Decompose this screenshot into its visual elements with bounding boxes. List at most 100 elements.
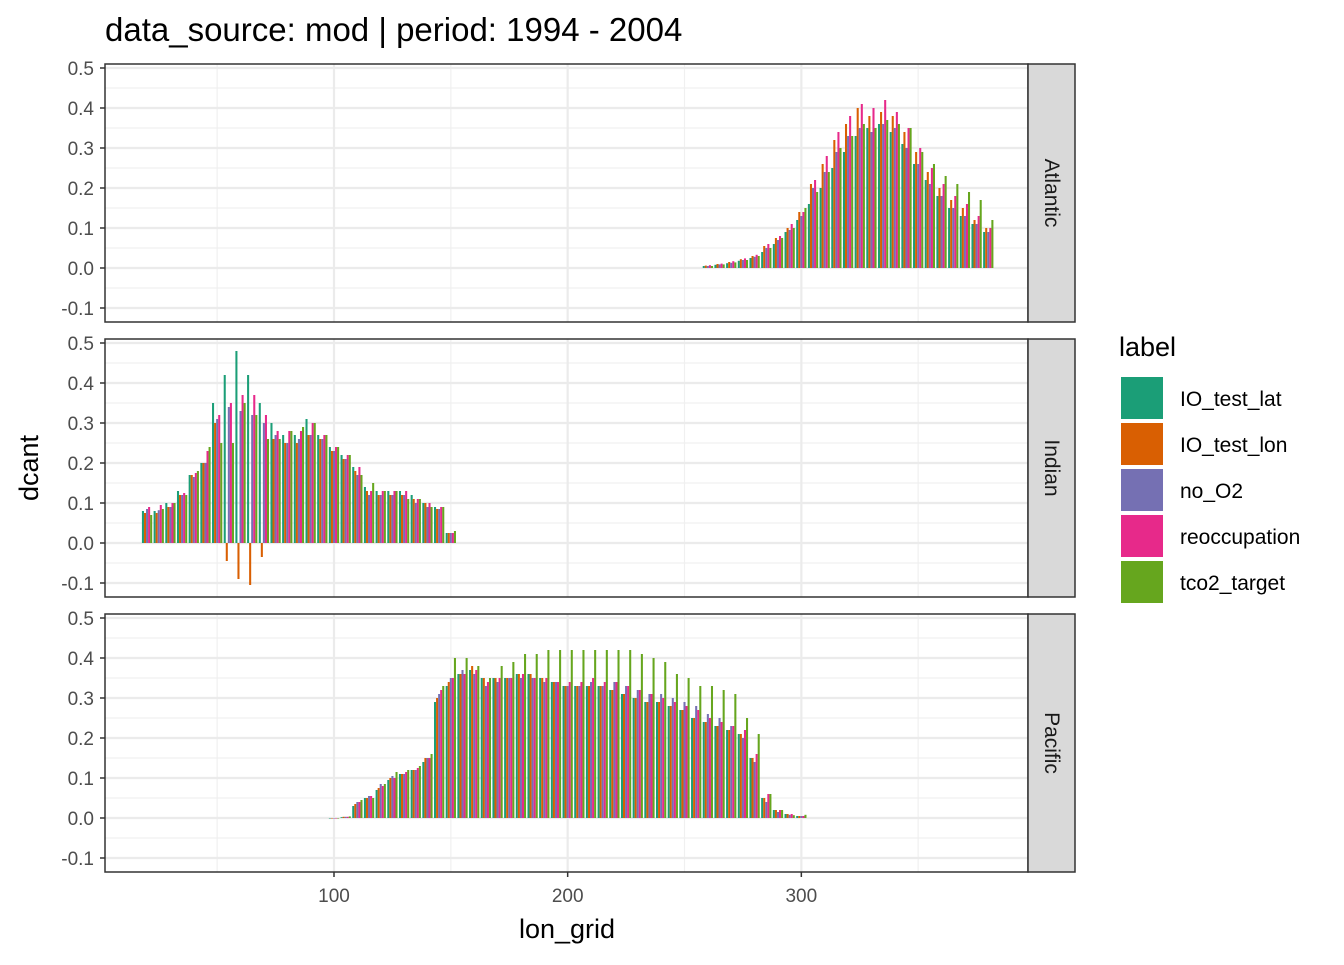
bar-reoccupation <box>697 710 700 818</box>
bar-io-test-lon <box>319 439 322 543</box>
bar-io-test-lon <box>798 212 801 268</box>
bar-reoccupation <box>416 768 419 818</box>
bar-no-o2 <box>987 232 990 268</box>
bar-io-test-lat <box>784 814 787 818</box>
bar-tco2-target <box>383 491 386 543</box>
bar-reoccupation <box>592 678 595 818</box>
bar-no-o2 <box>519 678 522 818</box>
bar-tco2-target <box>804 208 807 268</box>
facet-panel-indian: -0.1 0.0 0.1 0.2 0.3 0.4 0.5 Indian <box>61 334 1076 598</box>
bar-no-o2 <box>344 459 347 543</box>
bar-io-test-lat <box>247 375 250 543</box>
bar-io-test-lon <box>389 778 392 818</box>
bar-reoccupation <box>638 690 641 818</box>
bar-no-o2 <box>169 507 172 543</box>
bar-io-test-lat <box>866 128 869 268</box>
bar-tco2-target <box>395 491 398 543</box>
bar-tco2-target <box>512 662 515 818</box>
bar-reoccupation <box>440 690 443 818</box>
bar-io-test-lon <box>798 816 801 818</box>
bar-reoccupation <box>708 718 711 818</box>
bar-tco2-target <box>734 694 737 818</box>
bar-no-o2 <box>671 698 674 818</box>
bar-no-o2 <box>438 694 441 818</box>
y-tick-label: 0.4 <box>68 374 95 395</box>
bar-io-test-lon <box>763 798 766 818</box>
bar-tco2-target <box>255 415 258 543</box>
bar-io-test-lat <box>328 818 331 819</box>
bar-no-o2 <box>601 686 604 818</box>
bar-io-test-lat <box>235 351 238 543</box>
bar-tco2-target <box>360 800 363 818</box>
bar-tco2-target <box>453 658 456 818</box>
bar-reoccupation <box>580 682 583 818</box>
bar-reoccupation <box>381 786 384 818</box>
bar-no-o2 <box>251 415 254 543</box>
bar-io-test-lat <box>480 678 483 818</box>
bar-reoccupation <box>171 503 174 543</box>
bar-tco2-target <box>991 220 994 268</box>
bar-io-test-lon <box>237 543 240 579</box>
bar-io-test-lat <box>200 463 203 543</box>
bar-io-test-lat <box>504 678 507 818</box>
bar-io-test-lon <box>821 164 824 268</box>
bar-reoccupation <box>603 682 606 818</box>
bar-io-test-lat <box>679 710 682 818</box>
y-tick-label: -0.1 <box>61 299 94 320</box>
bar-io-test-lat <box>270 423 273 543</box>
bar-tco2-target <box>710 266 714 268</box>
bar-reoccupation <box>743 258 747 268</box>
bar-tco2-target <box>442 507 445 543</box>
bar-no-o2 <box>216 419 219 543</box>
bar-reoccupation <box>779 810 782 818</box>
bar-io-test-lon <box>844 124 848 268</box>
bar-no-o2 <box>578 686 581 818</box>
bar-io-test-lat <box>889 132 892 268</box>
bar-no-o2 <box>473 674 476 818</box>
bar-io-test-lon <box>272 439 275 543</box>
bar-tco2-target <box>208 447 211 543</box>
bar-reoccupation <box>627 686 630 818</box>
bar-io-test-lon <box>424 758 427 818</box>
bar-io-test-lon <box>716 726 719 818</box>
legend-swatch <box>1121 377 1163 419</box>
bar-io-test-lon <box>891 116 894 268</box>
bar-tco2-target <box>418 499 421 543</box>
bar-no-o2 <box>776 240 780 268</box>
bar-tco2-target <box>559 650 562 818</box>
bar-no-o2 <box>636 690 639 818</box>
bar-io-test-lat <box>913 164 916 268</box>
legend-label: no_O2 <box>1180 480 1243 503</box>
legend-item-no-o2: no_O2 <box>1121 469 1243 511</box>
bar-io-test-lon <box>214 423 217 543</box>
bar-tco2-target <box>535 654 538 818</box>
bar-io-test-lon <box>225 543 228 561</box>
bar-tco2-target <box>360 475 363 543</box>
bar-io-test-lat <box>983 232 986 268</box>
bar-io-test-lat <box>609 690 612 818</box>
bar-reoccupation <box>335 818 338 819</box>
bar-io-test-lat <box>422 503 425 543</box>
bar-reoccupation <box>405 772 408 818</box>
bar-reoccupation <box>650 694 653 818</box>
bar-io-test-lat <box>352 467 355 543</box>
legend-swatch <box>1121 469 1163 511</box>
bar-tco2-target <box>874 128 877 268</box>
bar-io-test-lon <box>739 259 742 268</box>
bar-no-o2 <box>192 477 195 543</box>
bar-tco2-target <box>757 734 760 818</box>
legend-label: reoccupation <box>1180 526 1300 549</box>
bar-tco2-target <box>792 815 795 818</box>
bar-reoccupation <box>405 491 408 543</box>
bars-pacific <box>328 650 807 819</box>
bar-io-test-lon <box>903 132 906 268</box>
bar-no-o2 <box>975 224 978 268</box>
bar-io-test-lon <box>541 678 544 818</box>
bar-reoccupation <box>685 706 688 818</box>
bar-reoccupation <box>159 505 162 543</box>
bar-no-o2 <box>905 148 908 268</box>
bar-tco2-target <box>348 816 351 818</box>
bar-io-test-lat <box>691 718 694 818</box>
bar-io-test-lat <box>667 706 670 818</box>
bar-reoccupation <box>486 682 489 818</box>
